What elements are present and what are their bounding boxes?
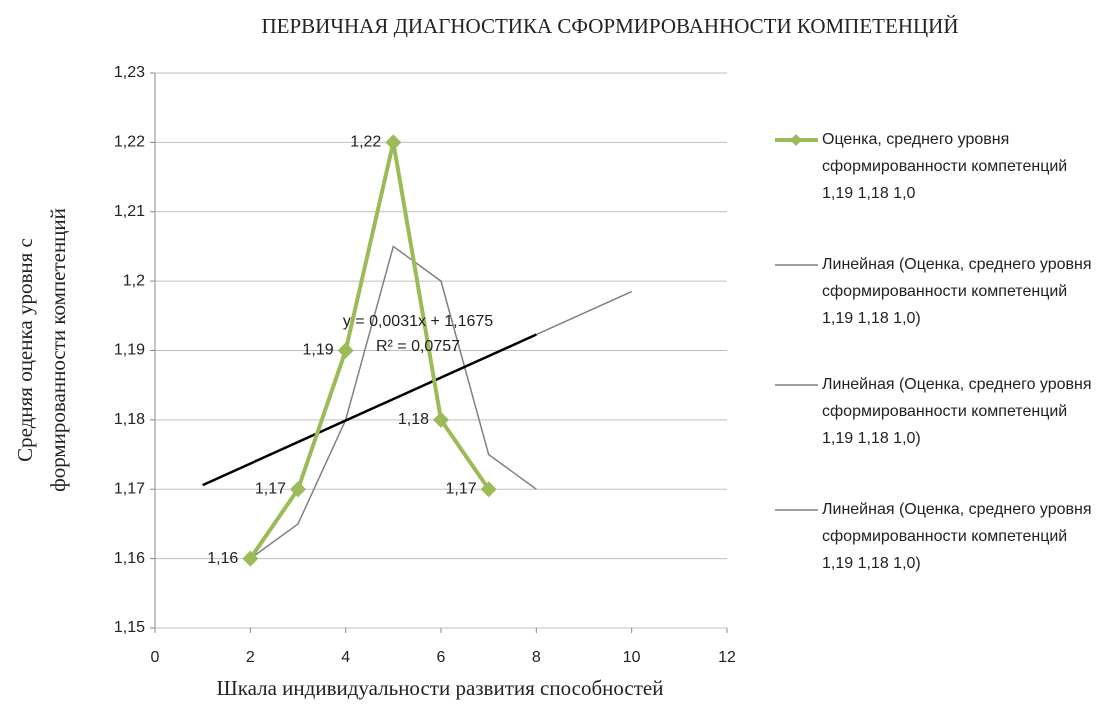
y-tick-label: 1,15 (114, 619, 145, 636)
legend-entry: Оценка, среднего уровня сформированности… (822, 131, 1068, 202)
data-label: 1,18 (398, 411, 429, 428)
data-label: 1,16 (207, 550, 238, 567)
x-tick-label: 0 (151, 649, 160, 666)
y-tick-label: 1,17 (114, 480, 145, 497)
marker (242, 550, 259, 567)
y-tick-label: 1,23 (114, 64, 145, 81)
marker (385, 134, 402, 151)
x-tick-label: 2 (246, 649, 255, 666)
marker (433, 411, 449, 428)
y-tick-label: 1,22 (114, 134, 145, 151)
y-tick-label: 1,16 (114, 550, 145, 567)
data-label: 1,22 (350, 134, 381, 151)
chart-title: ПЕРВИЧНАЯ ДИАГНОСТИКА СФОРМИРОВАННОСТИ К… (261, 14, 958, 38)
marker (480, 481, 497, 498)
marker (337, 342, 354, 359)
series-line (248, 141, 491, 560)
marker (290, 481, 306, 498)
x-tick-label: 8 (532, 649, 541, 666)
series-line (202, 333, 537, 487)
annotation: y = 0,0031x + 1,1675 (343, 313, 493, 330)
y-tick-label: 1,21 (114, 203, 145, 220)
x-tick-label: 12 (718, 649, 736, 666)
y-axis-label: формированности компетенций (46, 208, 70, 492)
x-tick-label: 6 (437, 649, 446, 666)
x-tick-label: 10 (623, 649, 641, 666)
legend-entry: Линейная (Оценка, среднего уровня сформи… (822, 256, 1092, 327)
legend-marker (790, 134, 802, 146)
annotation: R² = 0,0757 (376, 338, 460, 355)
y-tick-label: 1,19 (114, 342, 145, 359)
series-line (536, 290, 632, 336)
data-label: 1,19 (303, 342, 334, 359)
data-label: 1,17 (255, 480, 286, 497)
y-axis-label: Средняя оценка уровня с (13, 238, 37, 462)
y-tick-label: 1,2 (123, 272, 145, 289)
x-axis-label: Шкала индивидуальности развития способно… (217, 676, 664, 700)
x-tick-label: 4 (341, 649, 350, 666)
series-line (249, 245, 537, 560)
y-tick-label: 1,18 (114, 411, 145, 428)
legend-entry: Линейная (Оценка, среднего уровня сформи… (822, 501, 1092, 572)
data-label: 1,17 (446, 480, 477, 497)
legend-entry: Линейная (Оценка, среднего уровня сформи… (822, 376, 1092, 447)
